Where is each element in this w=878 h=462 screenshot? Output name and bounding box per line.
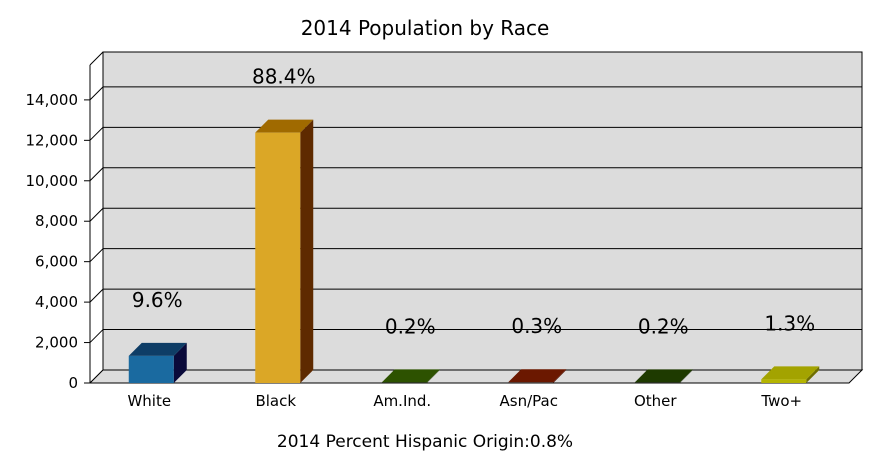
bar-two [761, 366, 820, 383]
bar-asn-pac [508, 369, 567, 383]
x-tick-label: Asn/Pac [500, 392, 558, 410]
y-axis-ticks: 0 2,000 4,000 6,000 8,000 10,000 12,000 14,000 [26, 91, 90, 392]
bar-top [255, 119, 314, 133]
gridline-side [89, 248, 104, 263]
bar-front [128, 355, 174, 383]
data-label: 1.3% [764, 311, 815, 335]
bar-top [634, 369, 693, 383]
gridline-side [89, 167, 104, 182]
gridline-side [89, 126, 104, 141]
gridline-side [89, 86, 104, 101]
bars [128, 119, 820, 383]
x-axis-labels: White Black Am.Ind. Asn/Pac Other Two+ [127, 392, 802, 410]
y-tick-label: 10,000 [26, 172, 79, 190]
y-tick-label: 2,000 [35, 334, 78, 352]
y-axis-top-edge [89, 51, 104, 66]
data-label: 0.3% [511, 314, 562, 338]
bar-side [426, 369, 440, 383]
bar-side [553, 369, 567, 383]
bar-top [508, 369, 567, 383]
x-tick-label: Two+ [760, 392, 802, 410]
bar-top [128, 342, 187, 356]
hispanic-origin-note: 2014 Percent Hispanic Origin:0.8% [277, 432, 573, 452]
y-tick-label: 4,000 [35, 293, 78, 311]
y-tick-label: 8,000 [35, 212, 78, 230]
bar-other [634, 369, 693, 383]
gridline-side [89, 288, 104, 303]
data-label: 0.2% [385, 314, 436, 338]
bar-top [381, 369, 440, 383]
data-label: 9.6% [132, 288, 183, 312]
bar-front [255, 132, 301, 383]
x-axis-floor [88, 369, 864, 384]
gridline-side [89, 329, 104, 343]
x-tick-label: Other [634, 392, 677, 410]
x-tick-label: Black [255, 392, 296, 410]
chart-title: 2014 Population by Race [301, 16, 550, 40]
y-tick-label: 14,000 [26, 91, 79, 109]
bar-top [761, 366, 820, 380]
bar-side [300, 119, 314, 383]
gridline-side [89, 207, 104, 222]
y-tick-label: 12,000 [26, 131, 79, 149]
percent-labels: 9.6% 88.4% 0.2% 0.3% 0.2% 1.3% [132, 65, 815, 339]
data-label: 88.4% [252, 65, 316, 89]
y-tick-label: 0 [68, 374, 78, 392]
data-label: 0.2% [638, 314, 689, 338]
x-tick-label: White [127, 392, 171, 410]
bar-side [173, 342, 187, 383]
x-tick-label: Am.Ind. [373, 392, 431, 410]
y-tick-label: 6,000 [35, 253, 78, 271]
bar-am-ind [381, 369, 440, 383]
bar-white [128, 342, 187, 383]
bar-side [806, 366, 820, 383]
bar-front [761, 379, 807, 383]
bar-side [679, 369, 693, 383]
plot-background [102, 51, 863, 371]
gridlines [89, 86, 862, 384]
bar-black [255, 119, 314, 383]
